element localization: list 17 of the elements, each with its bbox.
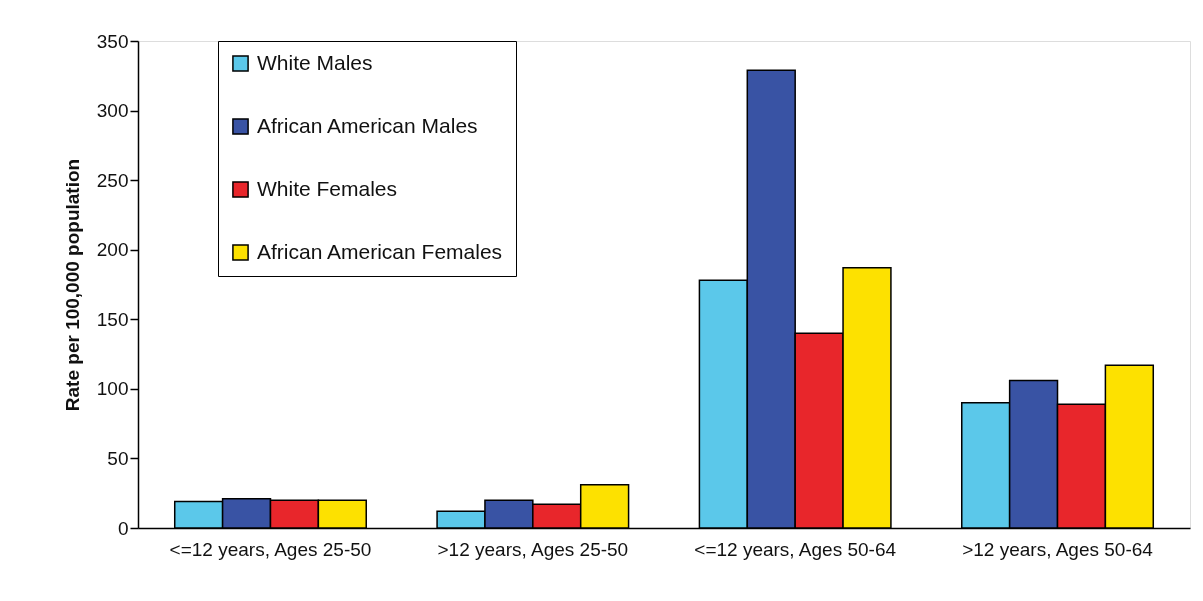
y-tick-label: 200 [96,239,129,261]
x-tick-label: <=12 years, Ages 50-64 [694,538,897,560]
legend-label: White Males [257,50,373,74]
y-tick-label: 50 [107,447,129,469]
y-tick-label: 100 [96,378,129,400]
y-tick-label: 350 [96,30,129,52]
y-tick-label: 300 [96,100,129,122]
legend-label: White Females [257,176,398,200]
legend-label: African American Males [257,113,478,137]
legend-label: African American Females [257,239,503,263]
y-axis-title: Rate per 100,000 population [61,158,83,412]
x-tick-label: >12 years, Ages 25-50 [437,538,629,560]
y-tick-label: 0 [117,517,129,539]
y-tick-label: 250 [96,169,129,191]
x-tick-label: <=12 years, Ages 25-50 [169,538,372,560]
x-tick-label: >12 years, Ages 50-64 [962,538,1154,560]
y-tick-label: 150 [96,308,129,330]
